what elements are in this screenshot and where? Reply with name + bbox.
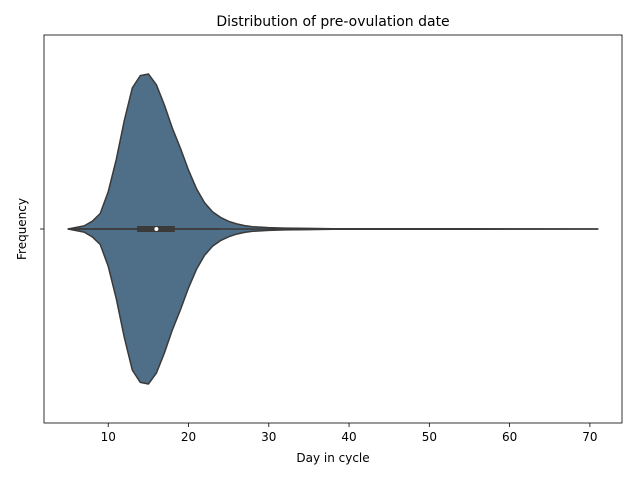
x-axis-ticks: 10 20 30 40 50 60 70 (101, 423, 598, 444)
x-tick-label: 40 (341, 430, 356, 444)
x-axis-label: Day in cycle (296, 451, 369, 465)
x-tick-label: 60 (502, 430, 517, 444)
x-tick-label: 50 (422, 430, 437, 444)
chart-title: Distribution of pre-ovulation date (216, 14, 449, 30)
plot-area (67, 73, 599, 385)
x-tick-label: 10 (101, 430, 116, 444)
x-tick-label: 70 (582, 430, 597, 444)
x-tick-label: 20 (181, 430, 196, 444)
y-axis-label: Frequency (15, 198, 29, 260)
x-tick-label: 30 (261, 430, 276, 444)
median-marker (154, 227, 159, 231)
